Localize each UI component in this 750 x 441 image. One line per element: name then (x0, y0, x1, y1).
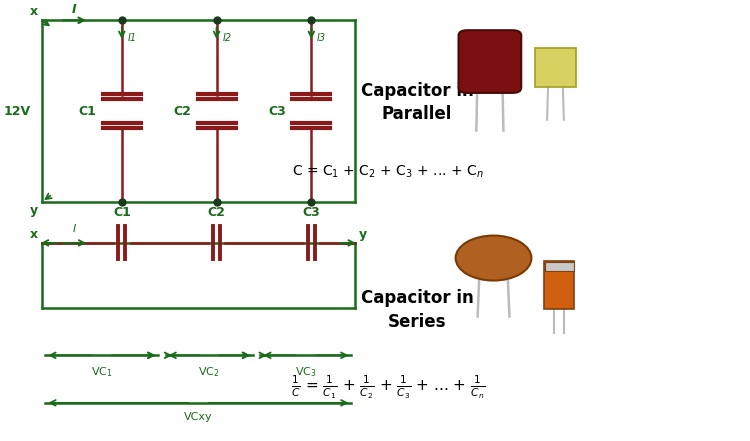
Text: VCxy: VCxy (184, 412, 213, 422)
FancyBboxPatch shape (458, 30, 521, 93)
Text: x: x (30, 5, 38, 18)
Text: VC$_1$: VC$_1$ (91, 365, 112, 379)
Text: x: x (30, 228, 38, 241)
Text: C1: C1 (79, 105, 96, 118)
FancyBboxPatch shape (544, 261, 574, 309)
Text: y: y (30, 204, 38, 217)
Text: 12V: 12V (4, 105, 31, 118)
Circle shape (456, 235, 532, 280)
Text: Capacitor in
Series: Capacitor in Series (361, 289, 473, 331)
Text: C2: C2 (173, 105, 191, 118)
Text: Capacitor in
Parallel: Capacitor in Parallel (361, 82, 473, 123)
Text: y: y (358, 228, 367, 241)
Text: C2: C2 (208, 206, 226, 219)
Text: I3: I3 (317, 33, 326, 43)
Text: I1: I1 (128, 33, 136, 43)
Text: I2: I2 (223, 33, 232, 43)
Text: I: I (73, 224, 76, 234)
Text: I: I (72, 3, 76, 15)
FancyBboxPatch shape (544, 262, 574, 271)
Text: VC$_2$: VC$_2$ (199, 365, 220, 379)
Text: C3: C3 (268, 105, 286, 118)
Text: VC$_3$: VC$_3$ (295, 365, 316, 379)
FancyBboxPatch shape (535, 49, 576, 87)
Text: $\frac{1}{C}$ = $\frac{1}{C_1}$ + $\frac{1}{C_2}$ + $\frac{1}{C_3}$ + ... + $\fr: $\frac{1}{C}$ = $\frac{1}{C_1}$ + $\frac… (291, 374, 485, 401)
Text: C = C$_1$ + C$_2$ + C$_3$ + ... + C$_n$: C = C$_1$ + C$_2$ + C$_3$ + ... + C$_n$ (292, 163, 484, 180)
Text: C3: C3 (302, 206, 320, 219)
Text: C1: C1 (113, 206, 130, 219)
